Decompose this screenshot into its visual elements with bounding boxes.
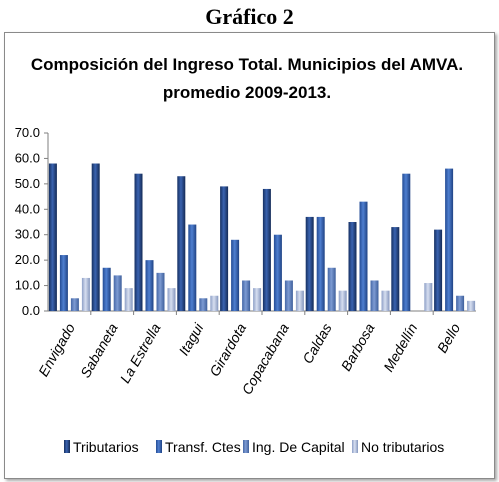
- bar: [242, 280, 251, 311]
- chart-title-line-1: Composición del Ingreso Total. Municipio…: [31, 55, 463, 74]
- x-category-label: Girardota: [206, 320, 249, 379]
- legend-label: No tributarios: [361, 439, 444, 455]
- bar: [359, 201, 368, 311]
- bar: [391, 227, 400, 311]
- legend-swatch: [352, 440, 358, 453]
- bar: [434, 229, 443, 311]
- y-tick-label: 60.0: [15, 150, 40, 165]
- x-category-label: Barbosa: [338, 320, 378, 373]
- bar: [91, 163, 100, 311]
- x-category-label: Medellín: [380, 320, 420, 374]
- bar: [338, 290, 347, 311]
- x-category-label: Itagui: [175, 320, 206, 358]
- chart-frame: [4, 32, 495, 479]
- bar: [467, 300, 476, 311]
- bar: [402, 173, 411, 311]
- bar: [134, 173, 143, 311]
- bar: [81, 277, 90, 311]
- bar: [124, 288, 133, 311]
- legend-label: Transf. Ctes: [165, 439, 241, 455]
- bar: [231, 239, 240, 311]
- bar: [210, 295, 219, 311]
- bar: [424, 283, 433, 311]
- bar: [188, 224, 197, 311]
- x-category-label: Caldas: [299, 321, 335, 367]
- bar: [113, 275, 122, 311]
- bar: [445, 168, 454, 311]
- bar: [305, 216, 314, 311]
- y-tick-label: 30.0: [15, 227, 40, 242]
- legend-label: Tributarios: [73, 439, 139, 455]
- y-tick-label: 70.0: [15, 125, 40, 140]
- bar: [102, 267, 111, 311]
- bar: [59, 255, 68, 311]
- bar: [199, 298, 208, 311]
- bar: [348, 222, 357, 311]
- bar: [145, 260, 154, 311]
- figure-heading: Gráfico 2: [205, 4, 294, 29]
- bar: [177, 176, 186, 311]
- bar: [156, 272, 165, 311]
- bar: [284, 280, 293, 311]
- y-tick-label: 50.0: [15, 176, 40, 191]
- y-tick-label: 10.0: [15, 278, 40, 293]
- bar: [327, 267, 336, 311]
- bar: [370, 280, 379, 311]
- y-tick-label: 0.0: [22, 303, 40, 318]
- bar: [273, 234, 282, 311]
- x-category-label: Envigado: [35, 320, 78, 379]
- bar: [381, 290, 390, 311]
- bar: [295, 290, 304, 311]
- y-tick-label: 20.0: [15, 252, 40, 267]
- bar: [220, 186, 229, 311]
- legend-swatch: [243, 440, 249, 453]
- x-category-label: Bello: [434, 320, 464, 355]
- legend-swatch: [64, 440, 70, 453]
- bar: [167, 288, 176, 311]
- x-category-label: La Estrella: [117, 320, 164, 385]
- bar: [316, 216, 325, 311]
- bar: [262, 188, 271, 311]
- bar: [70, 298, 79, 311]
- legend-swatch: [156, 440, 162, 453]
- legend-label: Ing. De Capital: [252, 439, 345, 455]
- bar: [253, 288, 262, 311]
- chart-title-line-2: promedio 2009-2013.: [163, 83, 331, 102]
- bar: [48, 163, 57, 311]
- y-tick-label: 40.0: [15, 201, 40, 216]
- x-category-label: Sabaneta: [77, 320, 121, 380]
- bar: [456, 295, 465, 311]
